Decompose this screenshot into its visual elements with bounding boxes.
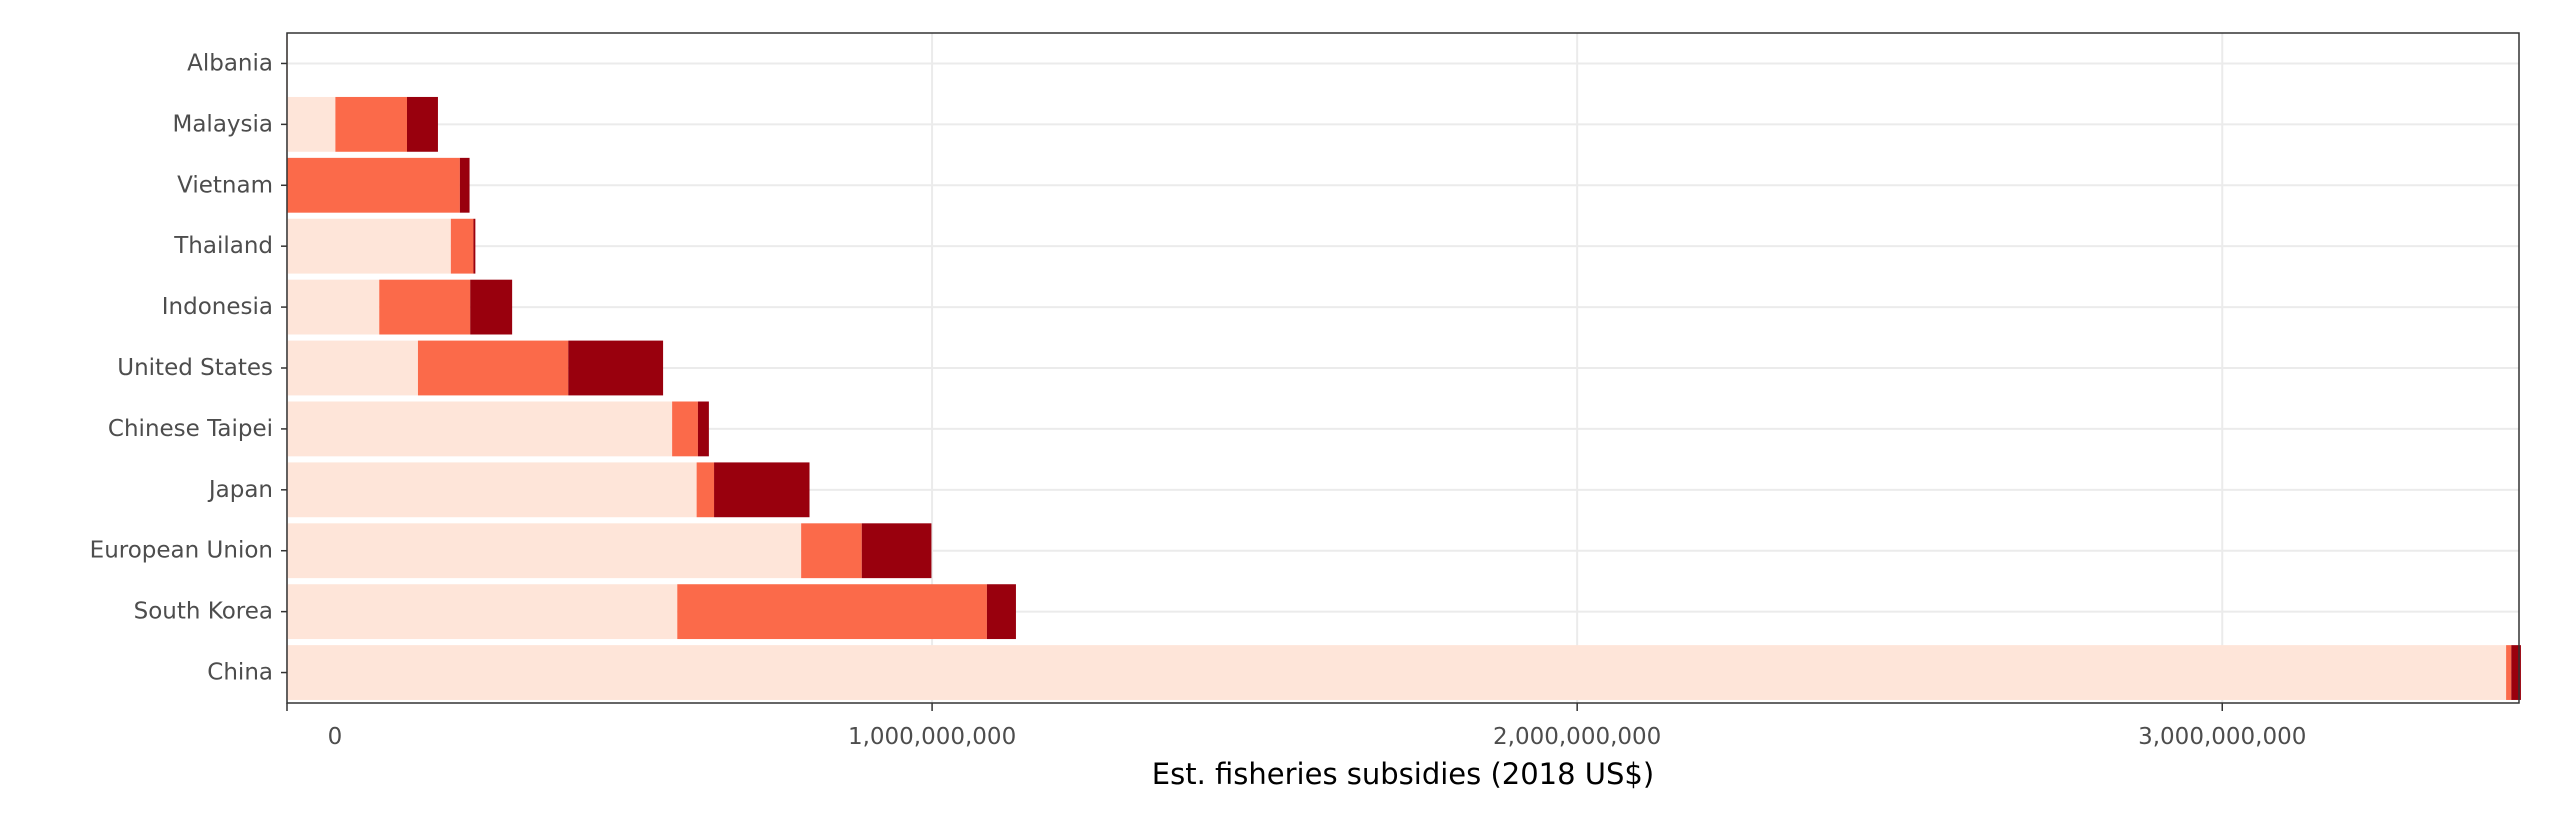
category-label: Indonesia xyxy=(162,294,273,320)
category-label: China xyxy=(207,660,273,686)
bar-segment xyxy=(459,157,470,213)
bar-segment xyxy=(714,462,810,518)
bar-segment xyxy=(2506,645,2512,700)
bar-segment xyxy=(801,523,862,579)
bar-segment xyxy=(470,279,513,335)
bar-segment xyxy=(287,523,802,579)
bar-segment xyxy=(287,218,451,274)
bar-segment xyxy=(450,218,474,274)
category-label: Thailand xyxy=(173,233,273,259)
bar-segment xyxy=(287,584,678,640)
bar-segment xyxy=(287,157,460,213)
bar-segment xyxy=(473,218,476,274)
bar-segment xyxy=(287,96,336,152)
category-label: Vietnam xyxy=(177,172,273,198)
x-axis-ticks: 0 1,000,000,000 2,000,000,000 3,000,000,000 xyxy=(286,703,2306,750)
bar-segment xyxy=(406,96,438,152)
bar-segment xyxy=(568,340,664,396)
category-labels: China South Korea European Union Japan Chine… xyxy=(90,50,287,686)
x-tick-label: 0 xyxy=(328,724,343,750)
bar-segment xyxy=(672,401,698,457)
bar-segment xyxy=(287,279,380,335)
bar-segment xyxy=(697,401,709,457)
bar-segment xyxy=(417,340,569,396)
bar-segment xyxy=(986,584,1016,640)
bars xyxy=(287,36,2521,700)
bar-segment xyxy=(287,340,418,396)
bar-segment xyxy=(677,584,987,640)
x-tick-label: 2,000,000,000 xyxy=(1493,724,1661,750)
category-label: Albania xyxy=(187,50,273,76)
x-axis-title: Est. fisheries subsidies (2018 US$) xyxy=(1152,757,1654,791)
category-label: Malaysia xyxy=(172,111,273,137)
category-label: European Union xyxy=(90,538,273,564)
bar-segment xyxy=(379,279,471,335)
category-label: United States xyxy=(117,355,273,381)
bar-segment xyxy=(287,645,2507,700)
category-label: Chinese Taipei xyxy=(108,416,273,442)
category-label: South Korea xyxy=(134,599,273,625)
bar-segment xyxy=(335,96,407,152)
bar-segment xyxy=(861,523,932,579)
bar-segment xyxy=(287,462,697,518)
bar-segment xyxy=(287,401,673,457)
bar-segment xyxy=(2511,645,2521,700)
category-label: Japan xyxy=(207,477,273,503)
x-tick-label: 3,000,000,000 xyxy=(2138,724,2306,750)
x-tick-label: 1,000,000,000 xyxy=(848,724,1016,750)
bar-segment xyxy=(696,462,715,518)
